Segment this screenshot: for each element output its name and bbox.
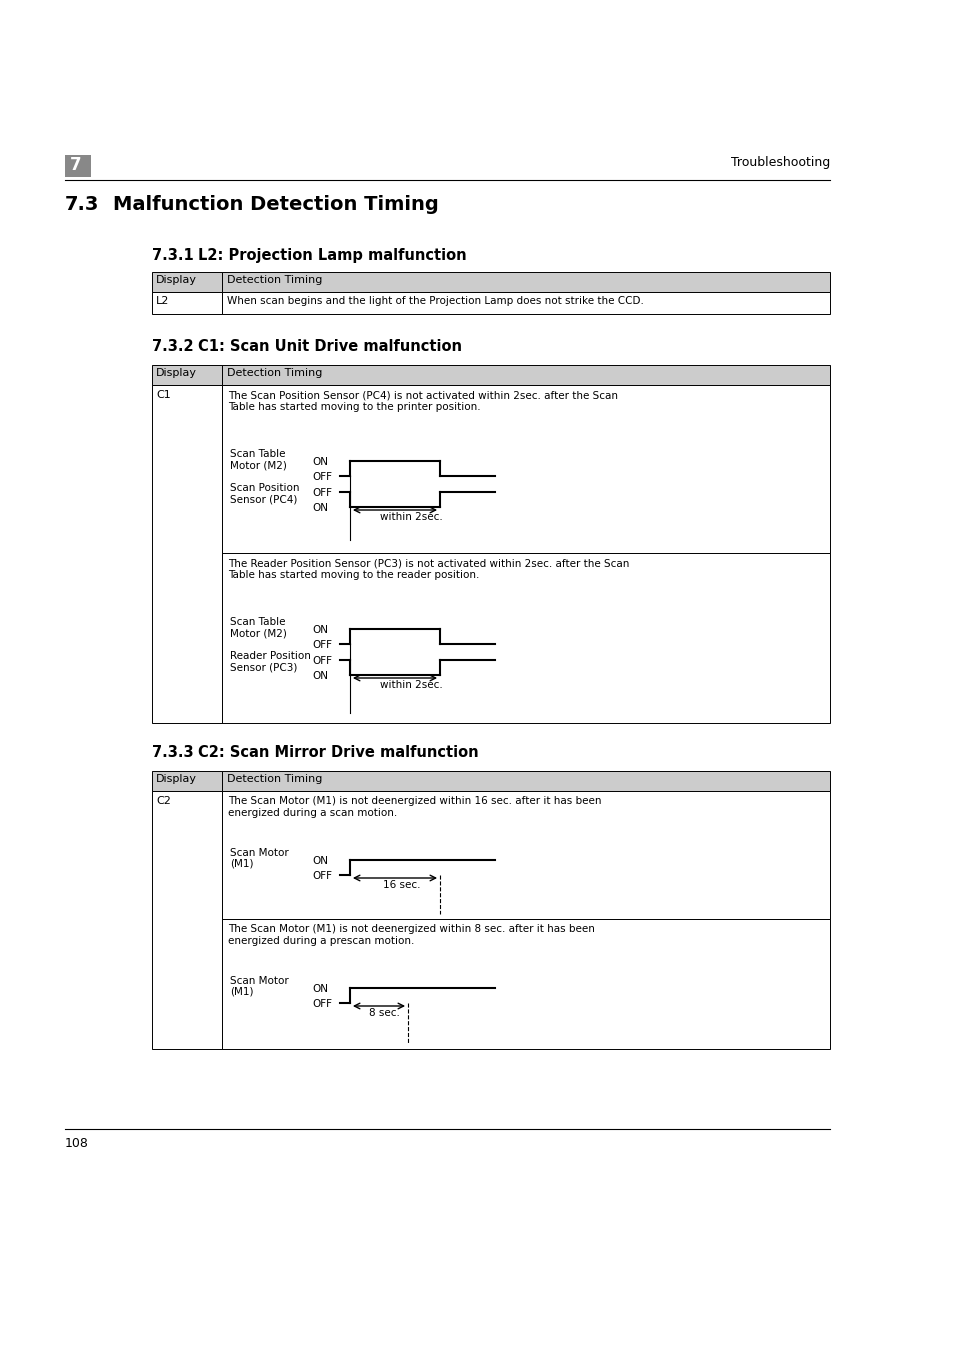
- Text: 7.3.3: 7.3.3: [152, 744, 193, 761]
- Text: Sensor (PC3): Sensor (PC3): [230, 662, 297, 671]
- Bar: [222, 292, 829, 313]
- Text: ON: ON: [312, 457, 328, 467]
- Text: (M1): (M1): [230, 859, 253, 869]
- Text: L2: Projection Lamp malfunction: L2: Projection Lamp malfunction: [198, 249, 466, 263]
- Bar: [152, 292, 222, 313]
- Text: C2: Scan Mirror Drive malfunction: C2: Scan Mirror Drive malfunction: [198, 744, 478, 761]
- Bar: [152, 771, 222, 790]
- Text: The Scan Motor (M1) is not deenergized within 8 sec. after it has been
energized: The Scan Motor (M1) is not deenergized w…: [228, 924, 595, 946]
- Text: Display: Display: [156, 367, 196, 378]
- Text: C1: Scan Unit Drive malfunction: C1: Scan Unit Drive malfunction: [198, 339, 461, 354]
- Text: The Scan Position Sensor (PC4) is not activated within 2sec. after the Scan
Tabl: The Scan Position Sensor (PC4) is not ac…: [228, 390, 618, 412]
- Bar: [222, 365, 829, 385]
- Text: The Scan Motor (M1) is not deenergized within 16 sec. after it has been
energize: The Scan Motor (M1) is not deenergized w…: [228, 796, 601, 817]
- Text: Malfunction Detection Timing: Malfunction Detection Timing: [112, 195, 438, 213]
- Text: Troubleshooting: Troubleshooting: [730, 155, 829, 169]
- Text: Motor (M2): Motor (M2): [230, 459, 287, 470]
- Text: OFF: OFF: [312, 640, 332, 650]
- Bar: [222, 553, 829, 723]
- Text: ON: ON: [312, 671, 328, 681]
- Text: 108: 108: [65, 1138, 89, 1150]
- Bar: [152, 272, 222, 292]
- Text: 7: 7: [70, 155, 82, 174]
- Text: OFF: OFF: [312, 657, 332, 666]
- Text: ON: ON: [312, 857, 328, 866]
- Text: within 2sec.: within 2sec.: [379, 680, 442, 690]
- Text: (M1): (M1): [230, 988, 253, 997]
- Text: Detection Timing: Detection Timing: [227, 774, 322, 784]
- Text: ON: ON: [312, 984, 328, 994]
- Text: C1: C1: [156, 390, 171, 400]
- Text: Display: Display: [156, 774, 196, 784]
- Bar: [152, 365, 222, 385]
- Bar: [222, 790, 829, 919]
- Text: Sensor (PC4): Sensor (PC4): [230, 494, 297, 504]
- Text: 7.3.2: 7.3.2: [152, 339, 193, 354]
- Text: 7.3.1: 7.3.1: [152, 249, 193, 263]
- Text: Detection Timing: Detection Timing: [227, 276, 322, 285]
- Text: Motor (M2): Motor (M2): [230, 628, 287, 638]
- Text: Scan Table: Scan Table: [230, 449, 285, 459]
- Text: Display: Display: [156, 276, 196, 285]
- Text: 8 sec.: 8 sec.: [369, 1008, 399, 1019]
- Text: Reader Position: Reader Position: [230, 651, 311, 661]
- Text: OFF: OFF: [312, 871, 332, 881]
- Text: C2: C2: [156, 796, 171, 807]
- Bar: [65, 155, 91, 177]
- Bar: [152, 385, 222, 723]
- Text: ON: ON: [312, 503, 328, 513]
- Text: OFF: OFF: [312, 998, 332, 1009]
- Bar: [222, 771, 829, 790]
- Text: Scan Position: Scan Position: [230, 484, 299, 493]
- Bar: [222, 919, 829, 1048]
- Text: Detection Timing: Detection Timing: [227, 367, 322, 378]
- Text: L2: L2: [156, 296, 170, 305]
- Text: Scan Table: Scan Table: [230, 617, 285, 627]
- Text: 16 sec.: 16 sec.: [382, 880, 420, 890]
- Text: Scan Motor: Scan Motor: [230, 848, 289, 858]
- Bar: [222, 272, 829, 292]
- Text: OFF: OFF: [312, 471, 332, 482]
- Bar: [222, 385, 829, 553]
- Text: OFF: OFF: [312, 488, 332, 499]
- Text: within 2sec.: within 2sec.: [379, 512, 442, 521]
- Text: When scan begins and the light of the Projection Lamp does not strike the CCD.: When scan begins and the light of the Pr…: [227, 296, 643, 305]
- Text: 7.3: 7.3: [65, 195, 99, 213]
- Bar: [152, 790, 222, 1048]
- Text: The Reader Position Sensor (PC3) is not activated within 2sec. after the Scan
Ta: The Reader Position Sensor (PC3) is not …: [228, 558, 629, 580]
- Text: Scan Motor: Scan Motor: [230, 975, 289, 986]
- Text: ON: ON: [312, 626, 328, 635]
